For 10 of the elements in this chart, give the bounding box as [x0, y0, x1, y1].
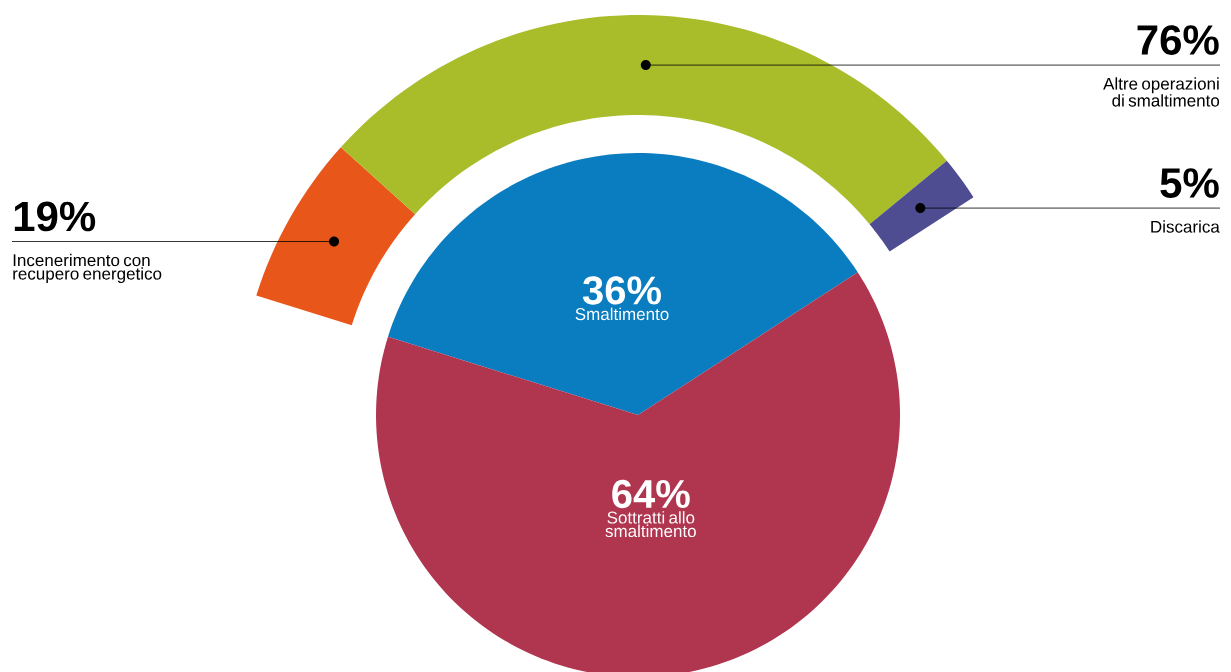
- data-label: 5%: [1160, 168, 1219, 198]
- slice-label: Altre operazioni di smaltimento: [1103, 77, 1220, 107]
- data-label: 76%: [1137, 25, 1219, 55]
- slice-label: Incenerimento con recupero energetico: [13, 253, 162, 284]
- slice-label: Discarica: [1151, 220, 1220, 233]
- data-label: 36%: [582, 276, 661, 305]
- data-label: 64%: [612, 479, 690, 509]
- slice-label: Smaltimento: [575, 307, 669, 321]
- data-label: 19%: [14, 201, 96, 232]
- slice-label: Sottratti allo smaltimento: [605, 511, 696, 538]
